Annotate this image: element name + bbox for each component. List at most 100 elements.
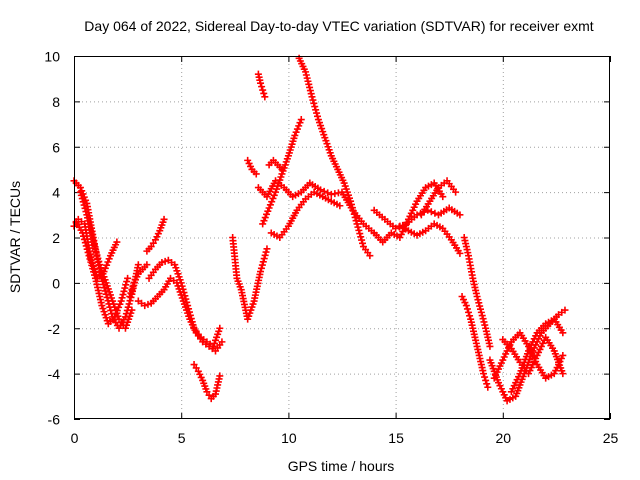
data-point	[118, 294, 126, 302]
data-point	[483, 380, 491, 388]
data-point	[160, 215, 168, 223]
data-point	[477, 308, 485, 316]
data-point	[479, 315, 487, 323]
data-point	[349, 207, 357, 215]
data-point	[261, 251, 269, 259]
data-point	[87, 258, 95, 266]
data-point	[185, 308, 193, 316]
data-point	[350, 210, 358, 218]
data-point	[352, 217, 360, 225]
data-point	[268, 198, 276, 206]
data-point	[269, 194, 277, 202]
data-point	[260, 217, 268, 225]
y-tick-label: 0	[52, 275, 60, 291]
data-point	[308, 93, 316, 101]
data-point	[309, 96, 317, 104]
data-point	[91, 245, 99, 253]
data-point	[116, 300, 124, 308]
data-point	[95, 257, 103, 265]
data-point	[177, 279, 185, 287]
data-point	[295, 122, 303, 130]
data-point	[123, 278, 131, 286]
y-tick-label: -4	[48, 366, 61, 382]
y-tick-label: -6	[48, 412, 61, 428]
data-point	[158, 258, 166, 266]
data-point	[82, 208, 90, 216]
data-point	[477, 305, 485, 313]
data-point	[260, 89, 268, 97]
data-point	[456, 211, 464, 219]
data-point	[86, 255, 94, 263]
x-tick-label: 20	[496, 430, 512, 446]
series-track-n	[259, 116, 305, 228]
data-point	[257, 79, 265, 87]
data-point	[264, 207, 272, 215]
data-point	[85, 252, 93, 260]
data-point	[439, 193, 447, 201]
series-track-w	[458, 292, 492, 391]
data-point	[81, 239, 89, 247]
data-point	[252, 170, 260, 178]
x-tick-label: 5	[178, 430, 186, 446]
x-tick-label: 25	[603, 430, 619, 446]
series-track-u	[417, 177, 460, 219]
data-point	[186, 311, 194, 319]
data-point	[161, 257, 169, 265]
data-point	[261, 214, 269, 222]
series-track-t	[396, 220, 464, 257]
y-tick-label: -2	[48, 321, 61, 337]
data-point	[336, 202, 344, 210]
data-point	[90, 241, 98, 249]
data-point	[482, 376, 490, 384]
series-track-q	[265, 156, 286, 173]
x-tick-label: 10	[281, 430, 297, 446]
data-point	[79, 229, 87, 237]
data-point	[462, 302, 470, 310]
data-point	[80, 235, 88, 243]
data-point	[475, 299, 483, 307]
data-point	[480, 318, 488, 326]
data-point	[124, 274, 132, 282]
data-point	[189, 321, 197, 329]
data-point	[559, 351, 567, 359]
data-point	[353, 220, 361, 228]
data-point	[265, 204, 273, 212]
y-tick-label: 4	[52, 185, 60, 201]
y-axis-title: SDTVAR / TECUs	[7, 181, 23, 293]
data-point	[293, 125, 301, 133]
series-track-j	[229, 234, 271, 323]
data-point	[559, 370, 567, 378]
data-point	[122, 281, 130, 289]
data-point	[258, 261, 266, 269]
x-tick-label: 15	[388, 430, 404, 446]
data-point	[481, 373, 489, 381]
series-track-g	[190, 361, 224, 403]
data-point	[79, 232, 87, 240]
data-point	[76, 188, 84, 196]
data-point	[484, 383, 492, 391]
data-point	[297, 116, 305, 124]
y-tick-label: 2	[52, 230, 60, 246]
data-point	[84, 248, 92, 256]
data-point	[91, 271, 99, 279]
data-point	[354, 223, 362, 231]
data-point	[216, 324, 224, 332]
data-point	[120, 287, 128, 295]
data-point	[259, 220, 267, 228]
data-point	[218, 338, 226, 346]
series-track-p	[295, 54, 374, 260]
data-point	[278, 165, 286, 173]
data-point	[90, 268, 98, 276]
data-point	[184, 302, 192, 310]
data-point	[466, 312, 474, 320]
data-point	[456, 249, 464, 257]
y-tick-label: 6	[52, 139, 60, 155]
data-point	[119, 291, 127, 299]
data-point	[258, 83, 266, 91]
data-point	[311, 103, 319, 111]
data-point	[310, 99, 318, 107]
series-track-i	[126, 261, 151, 300]
series-track-c	[72, 218, 132, 328]
data-point	[351, 213, 359, 221]
